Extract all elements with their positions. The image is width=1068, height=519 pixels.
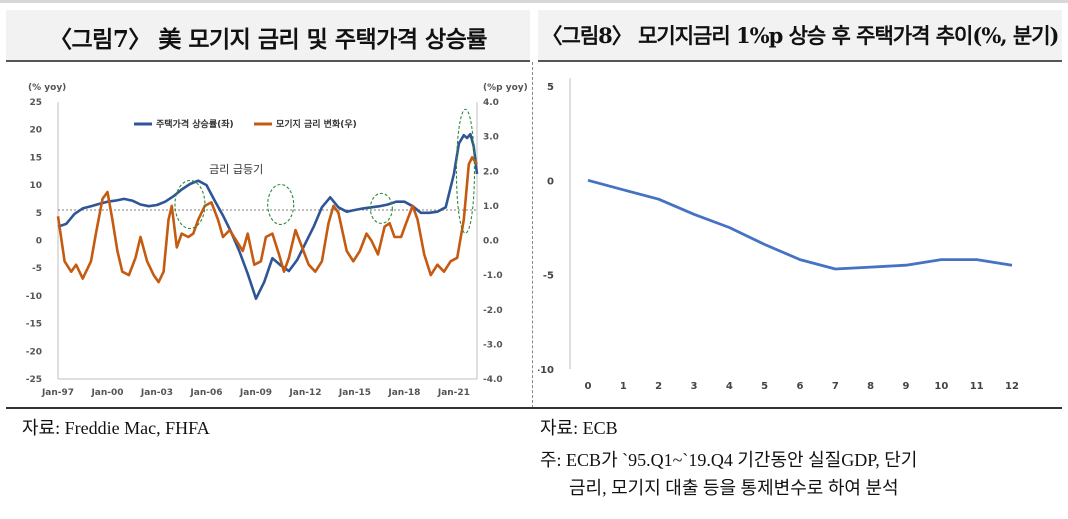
right-tick-label: -4.0 [483, 375, 503, 385]
x-tick-label: Jan-06 [189, 388, 222, 398]
left-tick-label: -20 [26, 347, 42, 357]
left-tick-label: 25 [29, 98, 42, 108]
right-source: 자료: ECB [540, 418, 618, 438]
x-tick-label: 2 [655, 381, 662, 392]
x-tick-label: Jan-00 [90, 388, 123, 398]
x-tick-label: 0 [585, 381, 592, 392]
left-panel-title: 〈그림7〉 美 모기지 금리 및 주택가격 상승률 [49, 26, 487, 53]
x-tick-label: 6 [797, 381, 804, 392]
bottom-rule [6, 407, 1062, 409]
x-tick-label: 4 [726, 381, 733, 392]
left-tick-label: -10 [26, 292, 42, 302]
housing-price-series-line [57, 132, 479, 300]
left-tick-label: 0 [36, 237, 42, 247]
x-tick-label: 8 [867, 381, 874, 392]
rate-spike-highlight [369, 192, 393, 224]
x-tick-label: 5 [761, 381, 768, 392]
mortgage-rate-series-line [56, 156, 479, 284]
x-tick-label: 11 [970, 381, 984, 392]
legend-mortgage-rate-label: 모기지 금리 변화(우) [276, 118, 357, 130]
top-rule [0, 0, 1068, 3]
x-tick-label: Jan-03 [140, 388, 173, 398]
y-tick-label: 5 [547, 82, 554, 93]
x-tick-label: 3 [691, 381, 698, 392]
x-tick-label: 1 [620, 381, 627, 392]
left-tick-label: -15 [26, 320, 42, 330]
x-tick-label: 9 [903, 381, 910, 392]
right-tick-label: 2.0 [483, 167, 499, 177]
left-tick-label: 20 [29, 126, 42, 136]
x-tick-label: 7 [832, 381, 839, 392]
y-tick-label: -5 [543, 271, 554, 282]
left-panel-header: 〈그림7〉 美 모기지 금리 및 주택가격 상승률 [6, 10, 530, 62]
x-tick-label: Jan-15 [338, 388, 371, 398]
annotation-label: 금리 급등기 [209, 163, 263, 176]
right-tick-label: 3.0 [483, 133, 499, 143]
right-panel-header: 〈그림8〉 모기지금리 1%p 상승 후 주택가격 추이(%, 분기) [538, 10, 1062, 62]
rate-spike-highlight [267, 183, 295, 226]
left-tick-label: 10 [29, 181, 42, 191]
right-tick-label: -1.0 [483, 271, 503, 281]
right-panel-title: 〈그림8〉 모기지금리 1%p 상승 후 주택가격 추이(%, 분기) [541, 23, 1060, 48]
x-tick-label: 10 [934, 381, 948, 392]
housing-mortgage-chart: (% yoy) (%p yoy) 25 20 15 10 5 0 -5 -10 -15 -20 -25 4… [26, 83, 528, 398]
x-tick-label: Jan-18 [387, 388, 420, 398]
y-tick-label: 0 [547, 176, 554, 187]
right-note-line1: 주: ECB가 `95.Q1~`19.Q4 기간동안 실질GDP, 단기 [540, 450, 918, 470]
right-axis-label: (%p yoy) [483, 83, 528, 93]
right-note-line2: 금리, 모기지 대출 등을 통제변수로 하여 분석 [569, 478, 899, 498]
house-price-response-line [587, 178, 1013, 271]
left-axis-label: (% yoy) [28, 83, 66, 93]
left-tick-label: -25 [26, 375, 42, 385]
x-tick-label: 12 [1005, 381, 1019, 392]
x-tick-label: Jan-09 [239, 388, 272, 398]
left-tick-label: -5 [32, 264, 42, 274]
left-tick-label: 5 [36, 209, 42, 219]
right-tick-label: -2.0 [483, 306, 503, 316]
rate-spike-highlight [174, 179, 206, 230]
rate-spike-highlight [455, 108, 476, 234]
y-tick-label: -10 [538, 365, 554, 376]
x-tick-label: Jan-97 [41, 388, 74, 398]
left-source: 자료: Freddie Mac, FHFA [22, 418, 210, 438]
x-tick-label: Jan-21 [437, 388, 470, 398]
panel-divider [532, 62, 533, 408]
right-tick-label: -3.0 [483, 340, 503, 350]
left-tick-label: 15 [29, 153, 42, 163]
right-tick-label: 1.0 [483, 202, 499, 212]
right-tick-label: 4.0 [483, 98, 499, 108]
legend-housing-price-label: 주택가격 상승률(좌) [156, 118, 234, 130]
right-tick-label: 0.0 [483, 237, 499, 247]
x-tick-label: Jan-12 [288, 388, 321, 398]
